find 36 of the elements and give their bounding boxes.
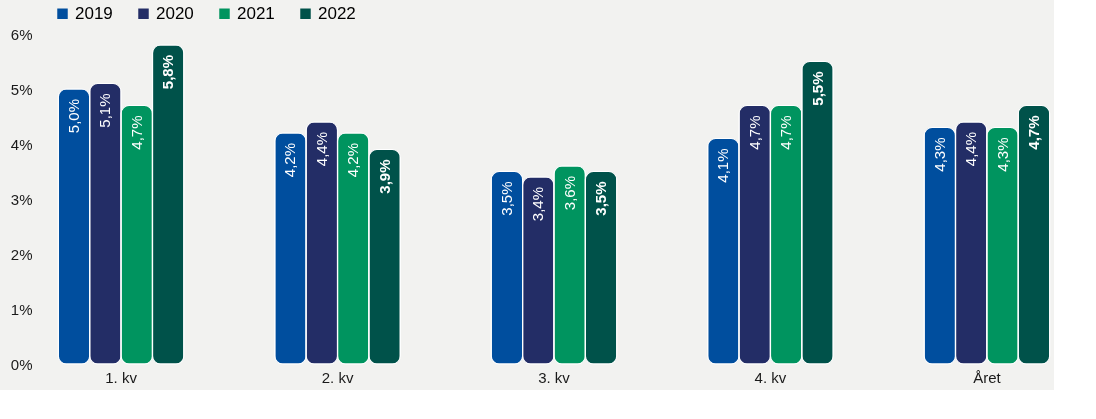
- x-tick-label: 1. kv: [105, 368, 138, 386]
- legend-label: 2022: [318, 3, 356, 23]
- data-label: 4,4%: [312, 132, 330, 167]
- legend-label: 2021: [237, 3, 275, 23]
- legend-label: 2019: [75, 3, 113, 23]
- y-tick-label: 1%: [10, 300, 33, 318]
- y-tick-label: 6%: [10, 25, 33, 43]
- data-label: 3,5%: [497, 181, 515, 216]
- y-tick-label: 3%: [10, 190, 33, 208]
- data-label: 4,7%: [127, 115, 145, 150]
- y-tick-label: 5%: [10, 80, 33, 98]
- data-label: 4,2%: [344, 143, 362, 178]
- data-label: 4,3%: [930, 137, 948, 172]
- data-label: 4,2%: [281, 143, 299, 178]
- data-label: 5,5%: [808, 71, 826, 106]
- data-label: 4,7%: [1024, 115, 1042, 150]
- x-tick-label: 4. kv: [754, 368, 787, 386]
- y-tick-label: 0%: [10, 355, 33, 373]
- y-tick-label: 2%: [10, 245, 33, 263]
- data-label: 4,7%: [777, 115, 795, 150]
- data-label: 4,3%: [993, 137, 1011, 172]
- data-label: 4,4%: [962, 132, 980, 167]
- data-label: 4,7%: [745, 115, 763, 150]
- y-tick-label: 4%: [10, 135, 33, 153]
- data-label: 5,1%: [96, 93, 114, 128]
- legend-label: 2020: [156, 3, 194, 23]
- data-label: 3,5%: [592, 181, 610, 216]
- data-label: 3,4%: [529, 187, 547, 222]
- data-label: 3,9%: [375, 159, 393, 194]
- x-tick-label: 3. kv: [538, 368, 571, 386]
- data-label: 5,8%: [159, 55, 177, 90]
- data-label: 4,1%: [714, 148, 732, 183]
- data-label: 5,0%: [65, 99, 83, 134]
- data-label: 3,6%: [560, 176, 578, 211]
- x-tick-label: Året: [973, 368, 1002, 386]
- x-tick-label: 2. kv: [321, 368, 354, 386]
